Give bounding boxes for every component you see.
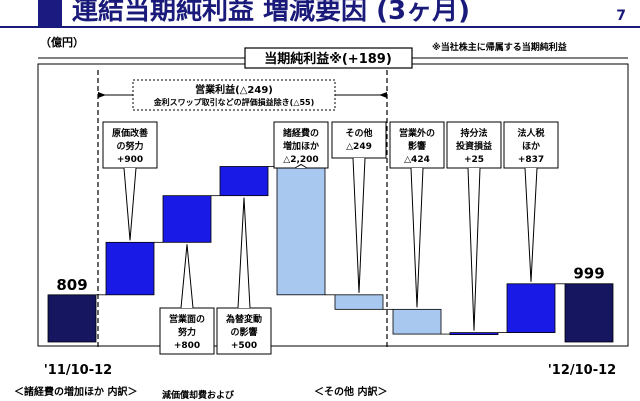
callout-pointer-8	[524, 167, 538, 282]
callout-text-1-2: の努力	[116, 140, 143, 152]
title-bar: 連結当期純利益 増減要因 (3ヶ月) 7	[0, 0, 640, 34]
callout-pointer-3	[237, 197, 251, 309]
callout-text-7-3: +25	[464, 155, 484, 165]
callout-text-6-2: 影響	[408, 140, 426, 152]
callout-pointer-2	[180, 244, 194, 309]
callout-text-4-3: △2,200	[283, 155, 318, 165]
x-label-end: '12/10-12	[548, 363, 616, 378]
bar-end-label: 999	[573, 265, 604, 283]
callout-pointer-5	[352, 157, 366, 293]
title-accent-block	[38, 0, 62, 26]
callout-text-2-2: 努力	[178, 326, 196, 338]
callout-text-7-2: 投資損益	[456, 140, 492, 152]
bar-step-6	[392, 308, 442, 335]
bar-step-4	[276, 166, 326, 296]
callout-box-3	[216, 307, 272, 355]
callout-box-4	[273, 121, 329, 169]
callout-text-7-1: 持分法	[460, 127, 487, 139]
footnote-note: ※当社株主に帰属する当期純利益	[432, 43, 567, 53]
callout-text-2-3: +800	[174, 341, 200, 351]
callout-box-2	[159, 307, 215, 355]
unit-label: （億円）	[40, 36, 84, 49]
chart-title: 当期純利益※(+189)	[264, 51, 392, 67]
callout-text-4-1: 諸経費の	[283, 127, 319, 139]
callout-text-3-3: +500	[231, 341, 257, 351]
bar-end	[564, 283, 614, 343]
page-title: 連結当期純利益 増減要因 (3ヶ月)	[72, 0, 470, 26]
bar-step-2	[162, 195, 212, 243]
group-box	[132, 79, 336, 111]
callout-text-4-2: 増加ほか	[283, 140, 319, 152]
callout-box-8	[503, 121, 559, 169]
callout-text-5-1: その他	[345, 127, 372, 139]
callout-pointer-4	[294, 163, 308, 169]
callout-text-8-1: 法人税	[517, 127, 544, 139]
callout-box-1	[102, 121, 158, 169]
callout-text-8-2: ほか	[522, 141, 540, 152]
bar-step-7	[449, 332, 499, 336]
callout-text-3-1: 為替変動	[225, 313, 262, 325]
group-arrow-right	[379, 92, 387, 98]
callout-box-7	[446, 121, 502, 169]
bar-step-5	[334, 294, 384, 310]
bar-step-8	[506, 283, 556, 334]
footer-breakdown-left: ＜諸経費の増加ほか 内訳＞	[14, 387, 138, 398]
callout-pointer-1	[123, 167, 137, 241]
x-label-start: '11/10-12	[44, 363, 112, 378]
group-label: 営業利益(△249)	[195, 83, 273, 96]
callout-box-5	[331, 121, 387, 159]
chart-title-box	[244, 47, 413, 69]
callout-text-5-2: △249	[346, 142, 372, 152]
callout-text-3-2: の影響	[230, 326, 257, 338]
bar-start	[47, 294, 97, 343]
callout-pointer-7	[467, 167, 481, 331]
callout-text-1-1: 原価改善	[112, 127, 148, 139]
group-sublabel: 金利スワップ取引などの評価損益除き(△55)	[153, 97, 315, 107]
footer-breakdown-right: ＜その他 内訳＞	[314, 387, 388, 398]
callout-box-6	[389, 121, 445, 169]
callout-pointer-6	[410, 167, 424, 308]
bar-start-label: 809	[56, 276, 87, 294]
page-number: 7	[616, 8, 626, 24]
callout-text-6-1: 営業外の	[399, 127, 435, 139]
title-rule	[0, 26, 640, 28]
bar-step-1	[105, 241, 155, 296]
bar-step-3	[219, 166, 269, 197]
footer-breakdown-mid: 減価償却費および	[162, 391, 235, 401]
callout-text-2-1: 営業面の	[169, 313, 205, 325]
callout-text-8-3: +837	[518, 155, 544, 165]
callout-text-1-3: +900	[117, 155, 143, 165]
callout-text-6-3: △424	[404, 155, 430, 165]
group-arrow-left	[98, 92, 106, 98]
